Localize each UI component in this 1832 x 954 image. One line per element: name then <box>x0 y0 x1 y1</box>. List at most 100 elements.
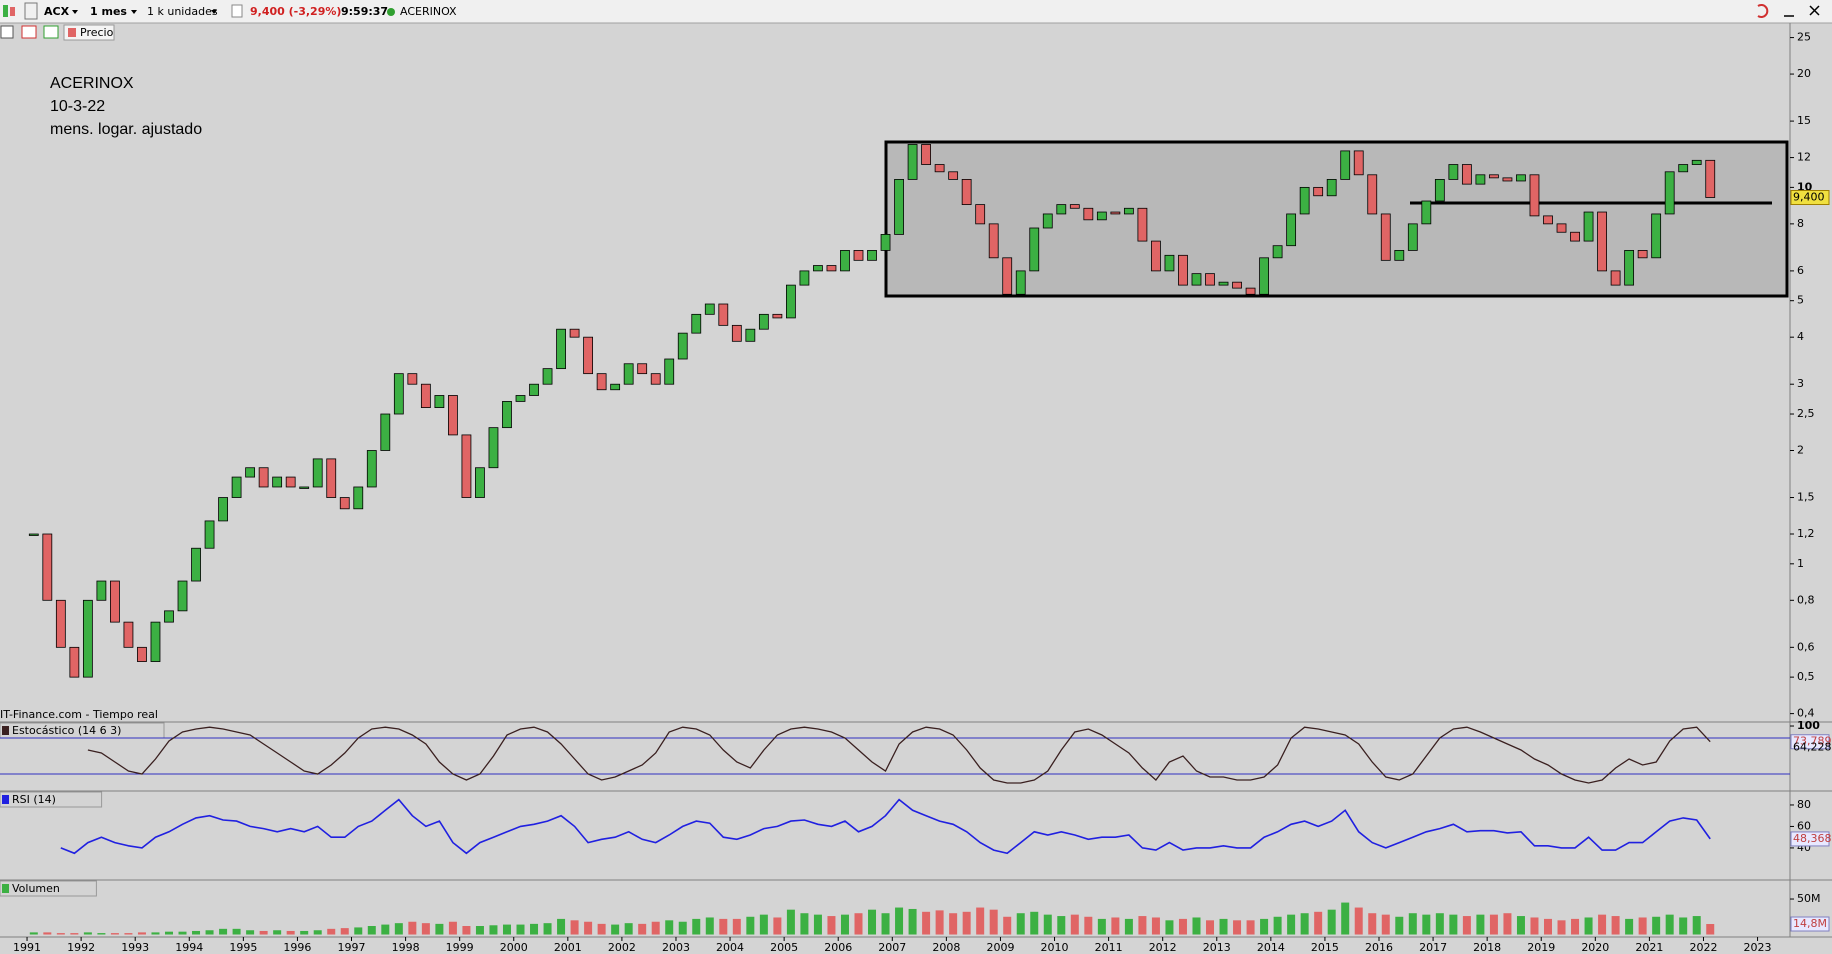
candle <box>1259 257 1269 295</box>
last-value-box <box>1790 189 1830 205</box>
volume-bar <box>1476 914 1485 935</box>
remove-icon[interactable] <box>21 25 37 39</box>
candle <box>204 520 215 549</box>
settings-icon[interactable] <box>24 2 38 20</box>
candle <box>245 467 256 478</box>
volume-bar <box>1314 911 1323 935</box>
y-tick-label: 1,5 <box>1797 491 1815 504</box>
volume-bar <box>976 907 985 935</box>
y-tick-label: 1,2 <box>1797 527 1815 540</box>
dropdown-arrow[interactable] <box>131 10 137 14</box>
dropdown-arrow[interactable] <box>72 10 78 14</box>
refresh-icon[interactable] <box>1757 4 1769 18</box>
candle <box>1313 186 1324 197</box>
candle <box>1556 223 1567 233</box>
volume-bar <box>70 933 79 935</box>
candle <box>1353 150 1364 176</box>
candle <box>948 171 959 180</box>
last-value-label: 9,400 <box>1793 190 1825 203</box>
y-tick-label: 2 <box>1797 443 1804 456</box>
legend-swatch <box>2 726 9 735</box>
volume-bar <box>435 923 444 935</box>
candle <box>718 303 729 326</box>
x-tick-label: 2011 <box>1095 941 1123 954</box>
last-value-box <box>1790 734 1830 750</box>
y-tick-label: 0,4 <box>1797 707 1815 720</box>
candle <box>772 313 783 319</box>
units[interactable]: 1 k unidades <box>147 5 218 18</box>
candle <box>596 373 607 391</box>
volume-bar <box>43 932 52 935</box>
candle <box>1570 231 1580 242</box>
candle <box>894 179 904 235</box>
volume-bar <box>83 932 92 935</box>
volume-bar <box>692 918 701 935</box>
candle <box>366 450 377 488</box>
candle <box>1461 164 1472 185</box>
volume-bar <box>421 923 430 935</box>
volume-bar <box>1611 916 1620 935</box>
annotation: mens. logar. ajustado <box>50 121 202 138</box>
y-tick-label: 0,6 <box>1797 640 1815 653</box>
candle <box>1380 213 1391 261</box>
volume-bar <box>584 921 593 935</box>
dropdown-arrow[interactable] <box>211 10 217 14</box>
candle <box>880 234 891 251</box>
period[interactable]: 1 mes <box>90 5 127 18</box>
candle <box>1096 211 1107 221</box>
volume-bar <box>367 925 376 935</box>
candle <box>556 328 566 370</box>
x-tick-label: 2012 <box>1149 941 1177 954</box>
candle <box>799 270 810 286</box>
volume-bar <box>1003 916 1012 935</box>
candle <box>1543 215 1553 225</box>
candle <box>1286 213 1297 247</box>
series-button[interactable] <box>63 24 115 41</box>
candle-icon[interactable] <box>3 5 8 17</box>
candle <box>137 646 147 662</box>
volume-bar <box>408 921 417 935</box>
x-tick-label: 2014 <box>1257 941 1285 954</box>
volume-bar <box>124 933 133 935</box>
candle <box>420 383 431 409</box>
candle <box>934 164 945 173</box>
candle <box>1489 174 1499 179</box>
series-button-label[interactable]: Precio <box>80 26 114 39</box>
candle <box>488 427 499 469</box>
x-tick-label: 2015 <box>1311 941 1339 954</box>
info-icon[interactable] <box>231 4 243 18</box>
x-tick-label: 2013 <box>1203 941 1231 954</box>
add-icon[interactable] <box>0 25 14 39</box>
candle <box>637 363 648 375</box>
export-icon[interactable] <box>43 25 59 39</box>
volume-bar <box>1043 914 1052 935</box>
volume-bar <box>868 909 877 935</box>
signal-last-label: 64,228 <box>1793 740 1832 753</box>
symbol[interactable]: ACX <box>44 5 70 18</box>
time: 9:59:37 <box>341 5 388 18</box>
x-tick-label: 2009 <box>986 941 1014 954</box>
volume-bar <box>840 914 849 935</box>
volume-bar <box>340 928 349 935</box>
indicator-line <box>60 798 1711 855</box>
y-tick-label: 0,8 <box>1797 593 1815 606</box>
source: IT-Finance.com - Tiempo real <box>0 708 158 721</box>
close-icon[interactable] <box>1809 5 1820 16</box>
last-value-box <box>1790 831 1830 847</box>
volume-bar <box>1057 916 1066 935</box>
volume-bar <box>989 909 998 935</box>
candle-icon[interactable] <box>10 7 15 16</box>
volume-bar <box>164 931 173 935</box>
volume-bar <box>381 924 390 935</box>
volume-bar <box>286 930 295 935</box>
volume-bar <box>881 913 890 935</box>
candle <box>1434 179 1445 202</box>
volume-bar <box>773 917 782 935</box>
indicator-line <box>87 726 1711 784</box>
candle <box>312 458 323 488</box>
x-tick-label: 2022 <box>1689 941 1717 954</box>
candle <box>258 467 269 488</box>
y-tick-label: 100 <box>1797 719 1820 732</box>
